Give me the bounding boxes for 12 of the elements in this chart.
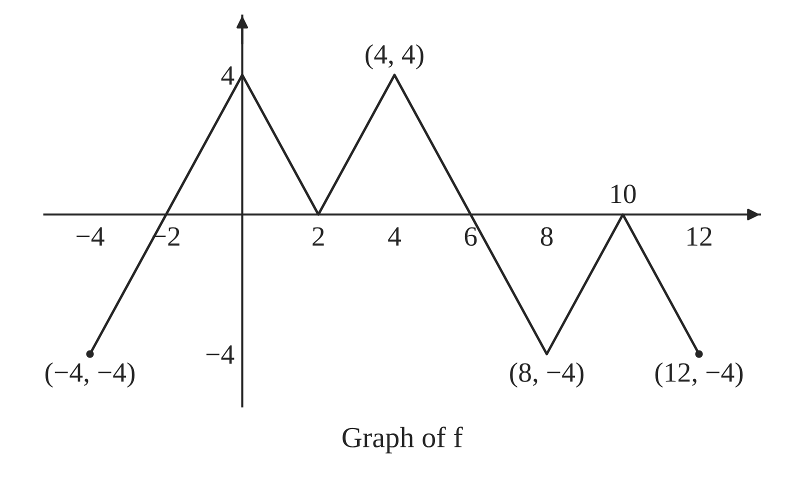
x-tick-label: 12 [688,227,712,246]
x-tick-label: 2 [312,227,324,246]
annotation: 10 [611,184,636,204]
x-tick-label: 8 [540,227,553,246]
x-tick-label: 6 [464,227,477,246]
annotation: (12, −4) [655,362,743,388]
annotation: (−4, −4) [45,362,135,388]
text: Graph of f [342,426,463,454]
annotation: (4, 4) [366,44,424,70]
annotation: (8, −4) [510,362,584,388]
x-tick-label: 4 [388,227,402,246]
x-tick-label: −4 [76,227,104,246]
